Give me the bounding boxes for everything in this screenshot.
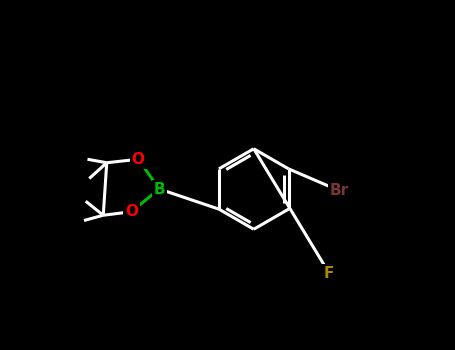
Text: F: F: [324, 266, 334, 280]
Text: O: O: [125, 204, 138, 219]
Text: B: B: [153, 182, 165, 196]
Text: O: O: [132, 152, 145, 167]
Text: Br: Br: [330, 183, 349, 198]
